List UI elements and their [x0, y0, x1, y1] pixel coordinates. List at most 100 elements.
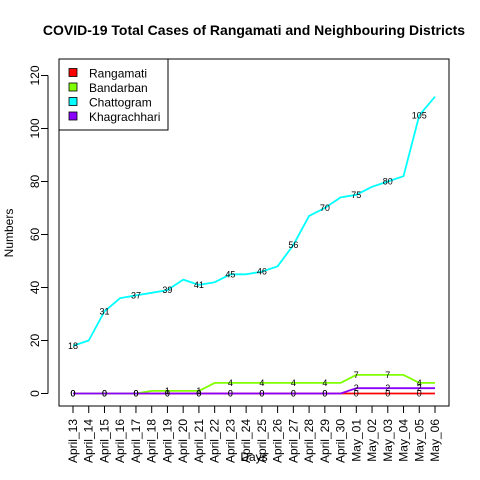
- data-label-rangamati: 0: [291, 389, 296, 399]
- y-tick-label: 60: [28, 228, 42, 242]
- data-label-bandarban: 4: [291, 378, 296, 388]
- data-label-chattogram: 45: [225, 269, 235, 279]
- x-tick-label: April_27: [286, 419, 300, 463]
- data-label-chattogram: 18: [68, 341, 78, 351]
- data-label-rangamati: 0: [196, 389, 201, 399]
- data-label-khagrachhari: 0: [133, 389, 138, 399]
- series-line-bandarban: [73, 373, 435, 395]
- data-label-bandarban: 0: [70, 389, 75, 399]
- data-label-chattogram: 105: [412, 110, 427, 120]
- data-label-chattogram: 80: [383, 177, 393, 187]
- data-label-khagrachhari: 0: [70, 389, 75, 399]
- x-tick-label: April_25: [255, 419, 269, 463]
- x-tick-label: April_29: [318, 419, 332, 463]
- data-label-chattogram: 37: [131, 290, 141, 300]
- x-tick-label: May_05: [412, 419, 426, 462]
- x-tick-label: April_28: [302, 419, 316, 463]
- x-tick-label: April_14: [82, 419, 96, 463]
- data-label-rangamati: 0: [322, 389, 327, 399]
- series-layer: [72, 96, 436, 395]
- data-label-khagrachhari: 0: [291, 389, 296, 399]
- x-axis: April_13 April_14 April_15 April_16 April_17…: [66, 405, 442, 463]
- x-tick-label: April_30: [334, 419, 348, 463]
- x-tick-label: April_24: [239, 419, 253, 463]
- legend-label-rangamati: Rangamati: [89, 67, 147, 81]
- data-label-khagrachhari: 0: [228, 389, 233, 399]
- data-label-khagrachhari: 0: [102, 389, 107, 399]
- x-tick-label: May_01: [349, 419, 363, 462]
- data-label-bandarban: 7: [354, 370, 359, 380]
- data-label-chattogram: 56: [288, 240, 298, 250]
- x-tick-label: April_19: [160, 419, 174, 463]
- data-label-chattogram: 31: [99, 306, 109, 316]
- series-line-chattogram: [72, 96, 436, 347]
- data-label-rangamati: 0: [70, 389, 75, 399]
- data-label-chattogram: 41: [194, 280, 204, 290]
- data-label-bandarban: 4: [228, 378, 233, 388]
- legend-label-khagrachhari: Khagrachhari: [89, 110, 160, 124]
- data-label-rangamati: 0: [133, 389, 138, 399]
- legend-swatch-chattogram: [68, 97, 78, 106]
- data-label-khagrachhari: 2: [385, 383, 390, 393]
- data-label-bandarban: 7: [385, 370, 390, 380]
- legend-swatch-rangamati: [68, 68, 78, 77]
- data-label-bandarban: 1: [196, 386, 201, 396]
- y-tick-label: 80: [28, 175, 42, 189]
- legend-label-chattogram: Chattogram: [89, 96, 152, 110]
- x-tick-label: May_06: [428, 419, 442, 462]
- data-label-rangamati: 0: [259, 389, 264, 399]
- chart-title: COVID-19 Total Cases of Rangamati and Ne…: [43, 22, 465, 38]
- data-label-bandarban: 4: [259, 378, 264, 388]
- y-tick-label: 40: [28, 281, 42, 295]
- data-label-bandarban: 4: [417, 378, 422, 388]
- data-label-rangamati: 0: [385, 389, 390, 399]
- data-label-khagrachhari: 0: [165, 389, 170, 399]
- x-tick-label: April_18: [145, 419, 159, 463]
- data-label-rangamati: 0: [102, 389, 107, 399]
- data-label-chattogram: 46: [257, 267, 267, 277]
- legend-swatch-khagrachhari: [68, 111, 78, 121]
- y-axis: 0 20 40 60 80 100 120: [28, 65, 49, 397]
- x-tick-label: April_26: [271, 419, 285, 463]
- x-tick-label: April_15: [97, 419, 111, 463]
- legend-label-bandarban: Bandarban: [89, 81, 148, 95]
- data-label-rangamati: 0: [228, 389, 233, 399]
- y-tick-label: 20: [28, 334, 42, 348]
- y-tick-label: 100: [28, 118, 42, 138]
- data-label-bandarban: 0: [102, 389, 107, 399]
- data-label-bandarban: 0: [133, 389, 138, 399]
- y-axis-label: Numbers: [2, 209, 16, 258]
- y-tick-label: 120: [28, 65, 42, 85]
- data-label-khagrachhari: 0: [259, 389, 264, 399]
- data-label-rangamati: 0: [417, 389, 422, 399]
- legend-swatch-bandarban: [68, 82, 78, 92]
- x-tick-label: April_21: [192, 419, 206, 463]
- x-tick-label: April_17: [129, 419, 143, 463]
- x-tick-label: May_03: [381, 419, 395, 462]
- x-tick-label: April_16: [113, 419, 127, 463]
- data-label-khagrachhari: 0: [322, 389, 327, 399]
- x-tick-label: April_23: [223, 419, 237, 463]
- data-label-rangamati: 0: [354, 389, 359, 399]
- data-label-khagrachhari: 0: [196, 389, 201, 399]
- y-tick-label: 0: [28, 390, 42, 397]
- series-line-khagrachhari: [73, 387, 435, 395]
- data-label-chattogram: 39: [162, 285, 172, 295]
- data-label-khagrachhari: 2: [417, 383, 422, 393]
- x-tick-label: April_22: [208, 419, 222, 463]
- x-tick-label: April_13: [66, 419, 80, 463]
- x-tick-label: May_04: [397, 419, 411, 462]
- data-label-rangamati: 0: [165, 389, 170, 399]
- data-label-bandarban: 4: [322, 378, 327, 388]
- data-label-chattogram: 75: [351, 190, 361, 200]
- data-label-bandarban: 1: [165, 386, 170, 396]
- data-label-chattogram: 70: [320, 203, 330, 213]
- x-tick-label: April_20: [176, 419, 190, 463]
- data-label-khagrachhari: 2: [354, 383, 359, 393]
- x-axis-label: Days: [240, 450, 267, 464]
- x-tick-label: May_02: [365, 419, 379, 462]
